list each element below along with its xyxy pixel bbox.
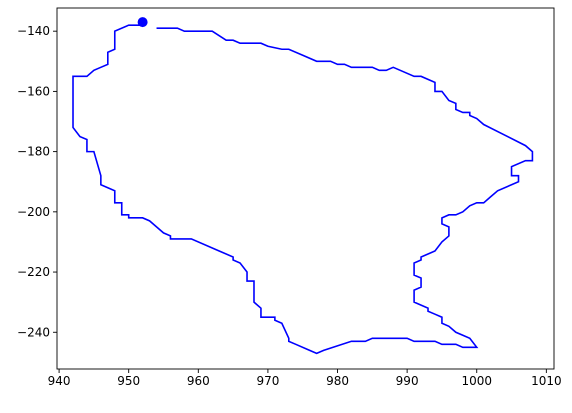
plot-frame xyxy=(56,7,555,370)
x-tick-label-6: 1000 xyxy=(461,374,492,388)
y-tick-label-2: −180 xyxy=(17,145,50,159)
x-tick-label-2: 960 xyxy=(187,374,210,388)
x-tick-label-1: 950 xyxy=(117,374,140,388)
series-line-0 xyxy=(72,22,534,355)
x-tick-label-3: 970 xyxy=(256,374,279,388)
x-tick-label-7: 1010 xyxy=(531,374,562,388)
y-tick-label-3: −200 xyxy=(17,205,50,219)
start-marker-0 xyxy=(137,17,148,28)
y-tick-label-4: −220 xyxy=(17,265,50,279)
y-tick-label-1: −160 xyxy=(17,84,50,98)
x-tick-label-4: 980 xyxy=(326,374,349,388)
x-tick-label-0: 940 xyxy=(48,374,71,388)
y-tick-label-5: −240 xyxy=(17,325,50,339)
axes: 940 950 960 970 980 990 1000 1010 −140 −160 −180 −2… xyxy=(17,7,562,388)
y-tick-label-0: −140 xyxy=(17,24,50,38)
plot-area xyxy=(72,17,534,355)
x-tick-label-5: 990 xyxy=(396,374,419,388)
